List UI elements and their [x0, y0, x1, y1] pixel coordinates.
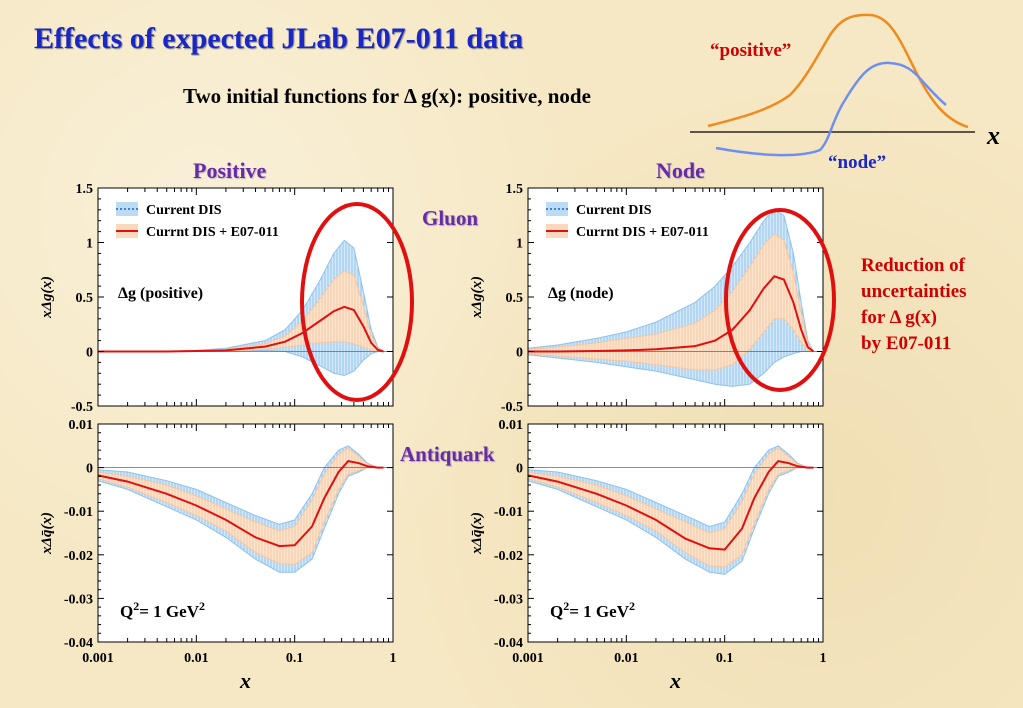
x-axis-label: x	[239, 668, 251, 693]
panel-annotation: Δg (node)	[548, 285, 614, 302]
chart-1: -0.5 0 0.5 1 1.5 xΔg(x) Current DIS Currnt DIS …	[469, 182, 824, 415]
y-tick-label: 1.5	[76, 182, 94, 197]
q2-rest: = 1 GeV	[569, 602, 629, 621]
central-curve	[98, 305, 384, 353]
y-tick-label: 0	[86, 346, 93, 361]
y-tick-label: -0.03	[64, 592, 93, 607]
q2-sup2: 2	[629, 599, 635, 613]
q2-sup: 2	[133, 599, 139, 613]
y-tick-label: 0.5	[76, 291, 94, 306]
y-tick-label: 1.5	[506, 182, 524, 197]
legend-swatch-current	[116, 202, 138, 216]
y-tick-label: 0	[516, 346, 523, 361]
y-tick-label: 1	[516, 237, 523, 252]
chart-3: -0.04 -0.03 -0.02 -0.01 0 0.01 0.001 0.01 0.1 1 x x…	[469, 418, 827, 693]
e07-band	[527, 233, 815, 371]
antiquark-label: Antiquark	[400, 442, 495, 466]
x-tick-label: 0.001	[82, 651, 114, 666]
x-tick-label: 0.01	[184, 651, 209, 666]
legend-label-current: Current DIS	[576, 203, 652, 218]
note-line: for Δ g(x)	[861, 307, 937, 328]
chart-0: -0.5 0 0.5 1 1.5 xΔg(x) Current DIS Currnt DIS …	[39, 182, 394, 415]
y-tick-label: -0.04	[494, 636, 523, 651]
y-axis-label: xΔq̄(x)	[39, 512, 55, 555]
x-tick-label: 1	[820, 651, 827, 666]
q2-annotation: Q2= 1 GeV2	[550, 599, 635, 621]
central-curve	[528, 275, 815, 353]
gluon-label: Gluon	[422, 206, 479, 230]
legend-label-e07: Currnt DIS + E07-011	[576, 225, 709, 240]
note-line: by E07-011	[861, 333, 952, 354]
page-title: Effects of expected JLab E07-011 data	[34, 22, 524, 55]
legend-swatch-current	[546, 202, 568, 216]
x-tick-label: 0.01	[614, 651, 639, 666]
y-tick-label: -0.02	[494, 549, 523, 564]
legend-label-current: Current DIS	[146, 203, 222, 218]
y-tick-label: 0.5	[506, 291, 524, 306]
y-tick-label: 0.01	[69, 418, 94, 433]
highlight-ellipse-positive	[300, 202, 414, 402]
y-tick-label: -0.02	[64, 549, 93, 564]
central-curve	[97, 460, 384, 548]
y-tick-label: 0	[516, 462, 523, 477]
plot-frame	[527, 423, 824, 643]
x-tick-label: 0.1	[286, 651, 304, 666]
note-line: uncertainties	[861, 281, 967, 302]
legend-label-e07: Currnt DIS + E07-011	[146, 225, 279, 240]
q2-sup: 2	[563, 599, 569, 613]
y-tick-label: -0.01	[494, 505, 523, 520]
y-tick-label: 1	[86, 237, 93, 252]
q2-rest: = 1 GeV	[139, 602, 199, 621]
note-line: Reduction of	[861, 255, 965, 276]
y-axis-label: xΔg(x)	[469, 276, 485, 319]
y-tick-label: -0.5	[71, 400, 93, 415]
x-tick-label: 0.001	[512, 651, 544, 666]
y-tick-label: 0	[86, 462, 93, 477]
x-tick-label: 1	[390, 651, 397, 666]
panel-title-node: Node	[656, 158, 705, 183]
reduction-note: Reduction of uncertainties for Δ g(x) by…	[861, 253, 967, 357]
y-tick-label: -0.03	[494, 592, 523, 607]
plot-frame	[97, 423, 394, 643]
q2-base: Q	[550, 602, 563, 621]
y-tick-label: -0.5	[501, 400, 523, 415]
subtitle: Two initial functions for Δ g(x): positi…	[183, 84, 591, 108]
x-axis-label: x	[669, 668, 681, 693]
x-tick-label: 0.1	[716, 651, 734, 666]
q2-base: Q	[120, 602, 133, 621]
highlight-ellipse-node	[724, 208, 836, 392]
panel-title-positive: Positive	[193, 158, 267, 183]
q2-sup2: 2	[199, 599, 205, 613]
y-axis-label: xΔq̄(x)	[469, 512, 485, 555]
panel-annotation: Δg (positive)	[118, 285, 203, 302]
y-tick-label: 0.01	[499, 418, 524, 433]
y-tick-label: -0.01	[64, 505, 93, 520]
q2-annotation: Q2= 1 GeV2	[120, 599, 205, 621]
y-axis-label: xΔg(x)	[39, 276, 55, 319]
chart-2: -0.04 -0.03 -0.02 -0.01 0 0.01 0.001 0.01 0.1 1 x x…	[39, 418, 397, 693]
y-tick-label: -0.04	[64, 636, 93, 651]
central-curve	[527, 460, 814, 551]
